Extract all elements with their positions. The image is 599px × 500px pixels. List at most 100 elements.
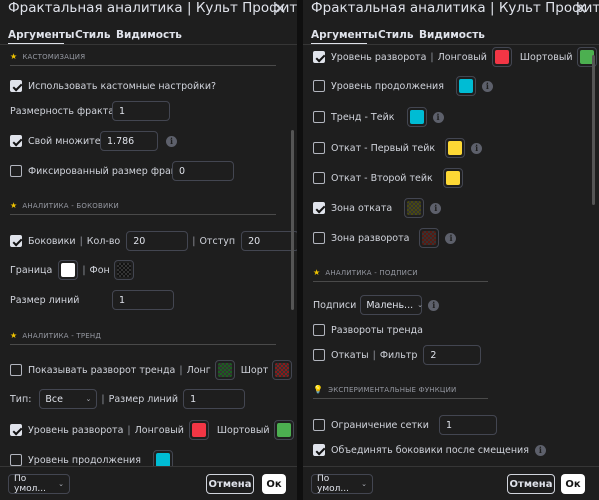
defaults-select[interactable]: По умол... ⌄ xyxy=(311,474,373,494)
fractal-dim-row: Размерность фрактала 1 xyxy=(10,100,170,122)
info-icon[interactable]: i xyxy=(471,142,483,154)
info-icon[interactable]: i xyxy=(432,111,444,123)
grid-limit-input[interactable]: 1 xyxy=(438,415,497,435)
type-select-value: Все xyxy=(45,393,63,405)
continuation-color-swatch[interactable] xyxy=(455,76,476,96)
info-icon[interactable]: i xyxy=(445,232,457,244)
pullback-second-checkbox[interactable] xyxy=(313,172,325,184)
border-color-swatch[interactable] xyxy=(58,260,79,280)
ok-button[interactable]: Ок xyxy=(561,474,585,494)
shortish-color-swatch[interactable] xyxy=(273,420,294,440)
tab-style[interactable]: Стиль xyxy=(75,29,111,41)
own-mult-input[interactable]: 1.786 xyxy=(100,131,158,151)
use-custom-checkbox[interactable] xyxy=(10,80,22,92)
border-label: Граница xyxy=(10,264,53,276)
trend-take-checkbox[interactable] xyxy=(313,111,325,123)
close-icon[interactable]: ✕ xyxy=(574,0,588,18)
filter-input[interactable]: 2 xyxy=(423,345,482,365)
tab-visibility[interactable]: Видимость xyxy=(116,29,182,41)
info-icon[interactable]: i xyxy=(166,135,177,147)
continuation-checkbox[interactable] xyxy=(313,80,325,92)
own-mult-checkbox[interactable] xyxy=(10,135,22,147)
long-color-swatch[interactable] xyxy=(214,360,235,380)
chevron-down-icon: ⌄ xyxy=(417,301,423,309)
tab-style[interactable]: Стиль xyxy=(378,29,414,41)
merge-sideways-checkbox[interactable] xyxy=(313,444,325,456)
ok-button[interactable]: Ок xyxy=(262,474,286,494)
type-select[interactable]: Все ⌄ xyxy=(39,389,98,409)
pullback-zone-label: Зона отката xyxy=(331,202,393,214)
reversal-zone-label: Зона разворота xyxy=(331,232,410,244)
arguments-scroll-area[interactable]: ★ КАСТОМИЗАЦИЯ Использовать кастомные на… xyxy=(0,46,297,466)
pullbacks-checkbox[interactable] xyxy=(313,349,325,361)
info-icon[interactable]: i xyxy=(428,299,440,311)
count-input[interactable]: 20 xyxy=(126,231,189,251)
reversal-level-checkbox[interactable] xyxy=(10,424,22,436)
bg-color-swatch[interactable] xyxy=(113,260,134,280)
scrollbar[interactable] xyxy=(291,130,294,310)
line-size-input[interactable]: 1 xyxy=(112,290,174,310)
arguments-scroll-area[interactable]: Уровень разворота | Лонговый Шортовый Ур… xyxy=(303,46,599,466)
section-title: АНАЛИТИКА - БОКОВИКИ xyxy=(22,201,119,210)
show-reversal-checkbox[interactable] xyxy=(10,364,22,376)
merge-sideways-row: Объединять боковики после смещения i xyxy=(313,439,546,461)
separator: | xyxy=(79,235,83,247)
info-icon[interactable]: i xyxy=(534,444,546,456)
fixed-size-checkbox[interactable] xyxy=(10,165,22,177)
longish-color-swatch[interactable] xyxy=(188,420,209,440)
defaults-select-value: По умол... xyxy=(14,474,46,494)
info-icon[interactable]: i xyxy=(430,202,442,214)
longish-label: Лонговый xyxy=(134,424,184,436)
line-size2-input[interactable]: 1 xyxy=(183,389,246,409)
scrollbar[interactable] xyxy=(592,55,595,205)
continuation-label: Уровень продолжения xyxy=(28,454,141,466)
short-color-swatch[interactable] xyxy=(272,360,293,380)
color-fill xyxy=(445,171,460,185)
tab-visibility[interactable]: Видимость xyxy=(419,29,485,41)
pullback-zone-checkbox[interactable] xyxy=(313,202,325,214)
tab-arguments[interactable]: Аргументы xyxy=(8,29,75,41)
defaults-select[interactable]: По умол... ⌄ xyxy=(8,474,70,494)
type-label: Тип: xyxy=(10,393,32,405)
fixed-size-input[interactable]: 0 xyxy=(172,161,234,181)
continuation-checkbox[interactable] xyxy=(10,454,22,466)
bg-label: Фон xyxy=(89,264,110,276)
sideways-checkbox[interactable] xyxy=(10,235,22,247)
pullback-second-color-swatch[interactable] xyxy=(442,168,463,188)
continuation-color-swatch[interactable] xyxy=(152,450,173,466)
reversal-zone-checkbox[interactable] xyxy=(313,232,325,244)
trend-take-color-swatch[interactable] xyxy=(406,107,427,127)
tabs-divider xyxy=(0,44,297,45)
close-icon[interactable]: ✕ xyxy=(273,0,287,18)
pullback-zone-color-swatch[interactable] xyxy=(404,198,425,218)
cancel-button[interactable]: Отмена xyxy=(507,474,555,494)
info-icon[interactable]: i xyxy=(481,80,493,92)
section-header-labels: ★ АНАЛИТИКА - ПОДПИСИ xyxy=(313,268,418,277)
shortish-color-swatch[interactable] xyxy=(576,47,597,67)
reversal-level-checkbox[interactable] xyxy=(313,51,325,63)
use-custom-label: Использовать кастомные настройки? xyxy=(28,80,217,92)
pullback-first-color-swatch[interactable] xyxy=(445,138,466,158)
panel-divider xyxy=(297,0,303,500)
indent-input[interactable]: 20 xyxy=(241,231,297,251)
trend-reversals-checkbox[interactable] xyxy=(313,324,325,336)
longish-color-swatch[interactable] xyxy=(491,47,512,67)
sideways-label: Боковики xyxy=(28,235,76,247)
color-fill xyxy=(422,231,437,245)
section-header-trend: ★ АНАЛИТИКА - ТРЕНД xyxy=(10,331,101,340)
pullback-second-label: Откат - Второй тейк xyxy=(331,172,433,184)
labels-select[interactable]: Малень... ⌄ xyxy=(360,295,423,315)
fractal-dim-input[interactable]: 1 xyxy=(112,101,170,121)
section-title: КАСТОМИЗАЦИЯ xyxy=(22,52,86,61)
reversal-level-row: Уровень разворота | Лонговый Шортовый xyxy=(10,419,294,441)
star-icon: ★ xyxy=(10,201,18,210)
pullback-first-checkbox[interactable] xyxy=(313,142,325,154)
section-title: АНАЛИТИКА - ТРЕНД xyxy=(22,331,102,340)
reversal-zone-color-swatch[interactable] xyxy=(419,228,440,248)
grid-limit-checkbox[interactable] xyxy=(313,419,325,431)
cancel-button[interactable]: Отмена xyxy=(206,474,254,494)
tab-arguments[interactable]: Аргументы xyxy=(311,29,378,41)
shortish-label: Шортовый xyxy=(216,424,270,436)
section-title: ЭКСПЕРИМЕНТАЛЬНЫЕ ФУНКЦИИ xyxy=(328,385,457,394)
separator: | xyxy=(127,424,131,436)
